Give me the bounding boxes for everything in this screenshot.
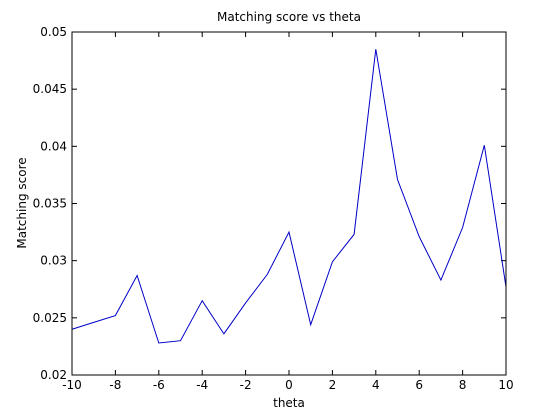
y-tick-label: 0.04 xyxy=(40,139,67,153)
x-tick-label: 2 xyxy=(329,378,337,392)
y-axis-label: Matching score xyxy=(15,157,29,248)
x-tick-label: 0 xyxy=(285,378,293,392)
x-tick-label: -6 xyxy=(153,378,165,392)
x-tick-label: -2 xyxy=(240,378,252,392)
y-tick-label: 0.025 xyxy=(33,311,67,325)
x-tick-label: -8 xyxy=(109,378,121,392)
axis-ticks: -10 -8 -6 -4 -2 0 2 4 6 8 10 0.02 0.025 0.03 0.035 0.04… xyxy=(33,25,514,392)
y-tick-label: 0.02 xyxy=(40,368,67,382)
x-tick-label: 10 xyxy=(498,378,513,392)
x-tick-label: -10 xyxy=(62,378,82,392)
plot-area-frame xyxy=(71,31,507,376)
y-tick-label: 0.035 xyxy=(33,197,67,211)
x-tick-label: 8 xyxy=(459,378,467,392)
x-axis-label: theta xyxy=(273,396,305,410)
x-tick-label: 6 xyxy=(415,378,423,392)
series-layer xyxy=(71,49,507,344)
x-tick-label: -4 xyxy=(196,378,208,392)
y-tick-label: 0.05 xyxy=(40,25,67,39)
y-tick-label: 0.03 xyxy=(40,254,67,268)
y-tick-label: 0.045 xyxy=(33,82,67,96)
chart-title: Matching score vs theta xyxy=(217,10,361,24)
x-tick-label: 4 xyxy=(372,378,380,392)
